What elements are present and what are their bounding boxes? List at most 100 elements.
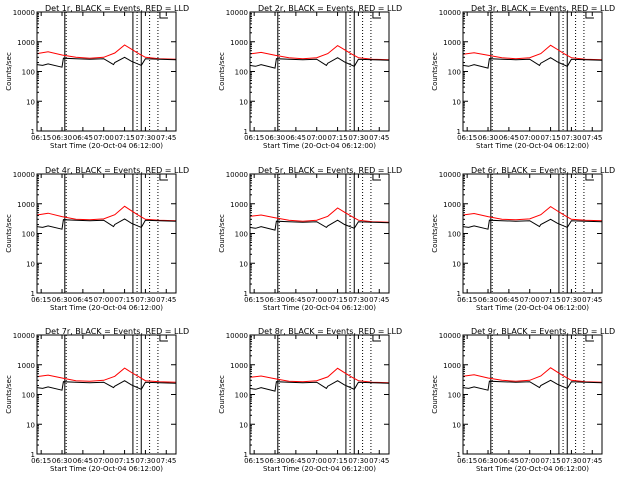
y-tick-label: 1	[457, 128, 461, 136]
y-tick-label: 10	[452, 260, 461, 268]
lld-series-line	[36, 367, 177, 383]
y-tick-label: 10000	[13, 171, 35, 179]
y-tick-label: 1	[31, 128, 35, 136]
y-tick-label: 1000	[17, 201, 35, 209]
plot-frame	[249, 334, 390, 455]
x-tick-label: 07:30	[135, 296, 155, 304]
x-axis-title: Start Time (20-Oct-04 06:12:00)	[263, 142, 376, 150]
x-tick-label: 07:15	[114, 457, 134, 465]
y-axis-title: Counts/sec	[431, 214, 439, 253]
x-tick-label: 07:30	[348, 457, 368, 465]
y-tick-label: 10	[452, 98, 461, 106]
y-axis-title: Counts/sec	[218, 52, 226, 91]
x-tick-label: 07:00	[520, 134, 540, 142]
y-tick-label: 10	[239, 260, 248, 268]
x-tick-label: 06:15	[244, 457, 264, 465]
x-tick-label: 07:00	[307, 296, 327, 304]
x-tick-label: 06:15	[457, 457, 477, 465]
events-series-line	[36, 380, 177, 391]
x-tick-label: 07:45	[156, 134, 176, 142]
y-tick-label: 10	[239, 421, 248, 429]
y-tick-label: 1	[457, 451, 461, 459]
legend-mark	[372, 335, 381, 342]
x-tick-label: 06:45	[286, 296, 306, 304]
x-axis-title: Start Time (20-Oct-04 06:12:00)	[476, 304, 589, 312]
y-tick-label: 10000	[439, 332, 461, 340]
x-tick-label: 06:15	[244, 134, 264, 142]
x-axis-title: Start Time (20-Oct-04 06:12:00)	[50, 465, 163, 473]
y-tick-label: 1	[244, 290, 248, 298]
x-tick-label: 06:30	[478, 296, 498, 304]
y-tick-label: 1000	[443, 39, 461, 47]
x-tick-label: 07:00	[94, 296, 114, 304]
events-series-line	[462, 57, 603, 69]
legend-mark	[159, 335, 168, 342]
y-tick-label: 1000	[230, 362, 248, 370]
y-tick-label: 100	[448, 69, 461, 77]
y-tick-label: 1000	[230, 39, 248, 47]
x-tick-label: 06:15	[31, 457, 51, 465]
legend-mark	[585, 335, 594, 342]
y-axis-title: Counts/sec	[5, 214, 13, 253]
lld-series-line	[36, 205, 177, 222]
x-tick-label: 07:00	[520, 296, 540, 304]
x-tick-label: 06:45	[499, 457, 519, 465]
y-tick-label: 10000	[439, 171, 461, 179]
x-tick-label: 07:15	[327, 457, 347, 465]
y-tick-label: 100	[22, 231, 35, 239]
x-tick-label: 07:15	[540, 457, 560, 465]
y-tick-label: 10	[26, 260, 35, 268]
x-tick-label: 07:00	[94, 134, 114, 142]
plot-frame	[462, 334, 603, 455]
y-tick-label: 100	[22, 392, 35, 400]
x-tick-label: 07:15	[327, 296, 347, 304]
x-tick-label: 06:45	[499, 296, 519, 304]
y-tick-label: 100	[235, 231, 248, 239]
chart-title: Det 5r, BLACK = Events, RED = LLD	[258, 166, 402, 175]
chart-title: Det 1r, BLACK = Events, RED = LLD	[45, 4, 189, 13]
y-tick-label: 10	[26, 98, 35, 106]
y-axis-title: Counts/sec	[218, 375, 226, 414]
x-tick-label: 07:15	[540, 296, 560, 304]
x-tick-label: 06:15	[457, 134, 477, 142]
x-tick-label: 07:00	[94, 457, 114, 465]
legend-mark	[159, 174, 168, 181]
x-tick-label: 07:45	[156, 457, 176, 465]
x-tick-label: 07:45	[156, 296, 176, 304]
x-tick-label: 07:45	[582, 296, 602, 304]
y-axis-title: Counts/sec	[5, 52, 13, 91]
x-tick-label: 06:45	[73, 457, 93, 465]
y-tick-label: 10000	[226, 171, 248, 179]
x-axis-title: Start Time (20-Oct-04 06:12:00)	[50, 304, 163, 312]
x-tick-label: 07:45	[582, 457, 602, 465]
x-tick-label: 07:30	[135, 457, 155, 465]
y-tick-label: 10000	[13, 332, 35, 340]
y-tick-label: 1	[457, 290, 461, 298]
x-tick-label: 06:30	[265, 457, 285, 465]
y-tick-label: 10	[26, 421, 35, 429]
x-tick-label: 07:45	[369, 134, 389, 142]
y-tick-label: 10000	[226, 9, 248, 17]
legend-mark	[372, 174, 381, 181]
plot-frame	[462, 173, 603, 294]
x-tick-label: 06:45	[286, 457, 306, 465]
x-tick-label: 07:30	[561, 457, 581, 465]
chart-title: Det 4r, BLACK = Events, RED = LLD	[45, 166, 189, 175]
x-tick-label: 06:30	[265, 134, 285, 142]
plot-frame	[249, 173, 390, 294]
x-tick-label: 07:15	[114, 296, 134, 304]
y-tick-label: 10	[239, 98, 248, 106]
x-tick-label: 06:45	[286, 134, 306, 142]
lld-series-line	[36, 44, 177, 60]
x-tick-label: 07:15	[327, 134, 347, 142]
x-tick-label: 07:30	[561, 296, 581, 304]
y-tick-label: 10000	[13, 9, 35, 17]
x-tick-label: 07:00	[307, 457, 327, 465]
x-tick-label: 06:45	[499, 134, 519, 142]
legend-mark	[372, 12, 381, 19]
